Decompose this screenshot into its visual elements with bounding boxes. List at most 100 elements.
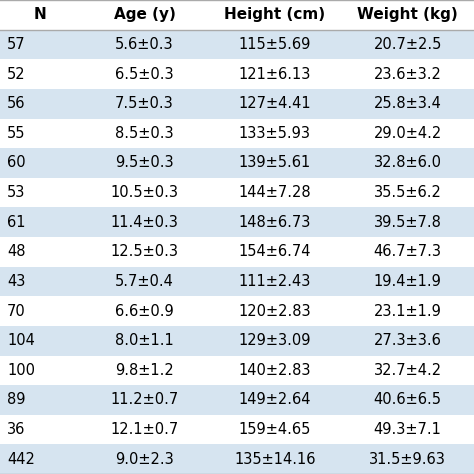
Text: 129±3.09: 129±3.09 xyxy=(239,333,311,348)
Bar xyxy=(209,415,341,445)
Bar xyxy=(341,118,474,148)
Bar xyxy=(81,30,209,59)
Bar xyxy=(341,296,474,326)
Text: 60: 60 xyxy=(7,155,26,171)
Text: 19.4±1.9: 19.4±1.9 xyxy=(374,274,442,289)
Text: 12.5±0.3: 12.5±0.3 xyxy=(110,244,179,259)
Text: 100: 100 xyxy=(7,363,35,378)
Text: 52: 52 xyxy=(7,66,26,82)
Bar xyxy=(341,30,474,59)
Bar xyxy=(0,237,81,266)
Text: 104: 104 xyxy=(7,333,35,348)
Bar xyxy=(81,356,209,385)
Bar xyxy=(209,356,341,385)
Text: 442: 442 xyxy=(7,452,35,467)
Text: 36: 36 xyxy=(7,422,26,437)
Text: 89: 89 xyxy=(7,392,26,408)
Bar xyxy=(81,118,209,148)
Text: 53: 53 xyxy=(7,185,26,200)
Bar xyxy=(341,415,474,445)
Bar xyxy=(209,178,341,208)
Bar xyxy=(209,296,341,326)
Text: 9.8±1.2: 9.8±1.2 xyxy=(115,363,174,378)
Text: 115±5.69: 115±5.69 xyxy=(239,37,311,52)
Bar xyxy=(81,89,209,118)
Bar xyxy=(341,266,474,296)
Text: 139±5.61: 139±5.61 xyxy=(239,155,311,171)
Bar xyxy=(341,326,474,356)
Bar xyxy=(81,178,209,208)
Text: 9.5±0.3: 9.5±0.3 xyxy=(115,155,174,171)
Bar xyxy=(81,208,209,237)
Text: 29.0±4.2: 29.0±4.2 xyxy=(374,126,442,141)
Text: 61: 61 xyxy=(7,215,26,230)
Text: 23.6±3.2: 23.6±3.2 xyxy=(374,66,442,82)
Text: 9.0±2.3: 9.0±2.3 xyxy=(115,452,174,467)
Text: 5.6±0.3: 5.6±0.3 xyxy=(115,37,174,52)
Text: 39.5±7.8: 39.5±7.8 xyxy=(374,215,442,230)
Text: Height (cm): Height (cm) xyxy=(224,7,326,22)
Bar xyxy=(0,178,81,208)
Bar xyxy=(0,30,81,59)
Bar xyxy=(0,296,81,326)
Text: 10.5±0.3: 10.5±0.3 xyxy=(110,185,179,200)
Bar xyxy=(81,415,209,445)
Text: 149±2.64: 149±2.64 xyxy=(239,392,311,408)
Bar xyxy=(341,148,474,178)
Text: 25.8±3.4: 25.8±3.4 xyxy=(374,96,442,111)
Text: 144±7.28: 144±7.28 xyxy=(238,185,311,200)
Text: 11.4±0.3: 11.4±0.3 xyxy=(110,215,179,230)
Text: Weight (kg): Weight (kg) xyxy=(357,7,458,22)
Bar xyxy=(341,385,474,415)
Text: 159±4.65: 159±4.65 xyxy=(239,422,311,437)
Text: 57: 57 xyxy=(7,37,26,52)
Bar xyxy=(209,266,341,296)
Bar xyxy=(209,237,341,266)
Bar xyxy=(209,445,341,474)
Bar xyxy=(0,356,81,385)
Bar xyxy=(0,0,81,30)
Text: Age (y): Age (y) xyxy=(114,7,175,22)
Text: 23.1±1.9: 23.1±1.9 xyxy=(374,303,442,319)
Text: 8.0±1.1: 8.0±1.1 xyxy=(115,333,174,348)
Bar xyxy=(81,266,209,296)
Bar xyxy=(341,208,474,237)
Text: 40.6±6.5: 40.6±6.5 xyxy=(374,392,442,408)
Text: 12.1±0.7: 12.1±0.7 xyxy=(110,422,179,437)
Bar xyxy=(81,296,209,326)
Text: 56: 56 xyxy=(7,96,26,111)
Text: 11.2±0.7: 11.2±0.7 xyxy=(110,392,179,408)
Bar xyxy=(209,118,341,148)
Bar xyxy=(341,89,474,118)
Bar xyxy=(0,385,81,415)
Text: 148±6.73: 148±6.73 xyxy=(239,215,311,230)
Bar xyxy=(0,59,81,89)
Text: 121±6.13: 121±6.13 xyxy=(239,66,311,82)
Bar xyxy=(0,89,81,118)
Bar xyxy=(81,326,209,356)
Text: 140±2.83: 140±2.83 xyxy=(239,363,311,378)
Bar xyxy=(0,208,81,237)
Text: 48: 48 xyxy=(7,244,26,259)
Text: 32.8±6.0: 32.8±6.0 xyxy=(374,155,442,171)
Text: 6.6±0.9: 6.6±0.9 xyxy=(115,303,174,319)
Bar xyxy=(0,148,81,178)
Text: N: N xyxy=(34,7,46,22)
Text: 154±6.74: 154±6.74 xyxy=(239,244,311,259)
Text: 55: 55 xyxy=(7,126,26,141)
Bar xyxy=(0,118,81,148)
Bar xyxy=(209,208,341,237)
Bar xyxy=(341,0,474,30)
Bar xyxy=(341,356,474,385)
Bar xyxy=(81,59,209,89)
Bar xyxy=(81,0,209,30)
Bar xyxy=(81,148,209,178)
Bar xyxy=(209,326,341,356)
Text: 46.7±7.3: 46.7±7.3 xyxy=(374,244,442,259)
Bar xyxy=(341,178,474,208)
Text: 120±2.83: 120±2.83 xyxy=(238,303,311,319)
Text: 135±14.16: 135±14.16 xyxy=(234,452,316,467)
Bar xyxy=(0,326,81,356)
Bar xyxy=(209,59,341,89)
Text: 32.7±4.2: 32.7±4.2 xyxy=(374,363,442,378)
